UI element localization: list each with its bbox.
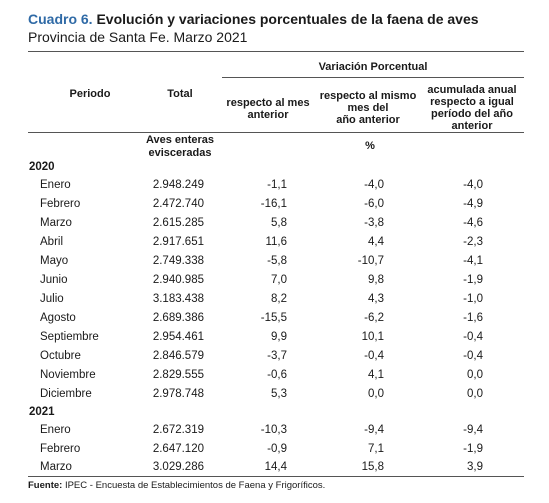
- table-row: Julio 3.183.438 8,2 4,3 -1,0: [40, 293, 483, 305]
- table-number: Cuadro 6.: [28, 11, 93, 27]
- table-row: Marzo 2.615.285 5,8 -3,8 -4,6: [40, 217, 483, 229]
- table-row: Febrero 2.472.740 -16,1 -6,0 -4,9: [40, 198, 483, 210]
- table-row: Enero 2.948.249 -1,1 -4,0 -4,0: [40, 179, 483, 191]
- header-mismo-mes: respecto al mismo mes del año anterior: [319, 90, 417, 126]
- header-variacion: Variación Porcentual: [318, 61, 428, 73]
- year-label: 2020: [29, 161, 55, 173]
- header-total: Total: [167, 88, 193, 100]
- table-row: Marzo 3.029.286 14,4 15,8 3,9: [40, 461, 483, 473]
- unit-percent: %: [365, 140, 375, 152]
- bottom-rule: [28, 476, 524, 477]
- table-row: Octubre 2.846.579 -3,7 -0,4 -0,4: [40, 350, 483, 362]
- header-bottom-rule: [28, 132, 524, 133]
- year-label: 2021: [29, 406, 55, 418]
- variacion-rule: [222, 77, 524, 78]
- unit-total: Aves enteras evisceradas: [145, 134, 215, 159]
- source-label: Fuente:: [28, 480, 63, 491]
- header-acumulada: acumulada anual respecto a igual período…: [427, 84, 517, 132]
- table-row: Abril 2.917.651 11,6 4,4 -2,3: [40, 236, 483, 248]
- table-title-text: Evolución y variaciones porcentuales de …: [96, 11, 479, 27]
- source-text: IPEC - Encuesta de Establecimientos de F…: [64, 480, 326, 491]
- header-periodo: Periodo: [69, 88, 111, 100]
- top-rule: [28, 51, 524, 52]
- table-row: Junio 2.940.985 7,0 9,8 -1,9: [40, 274, 483, 286]
- header-mes-anterior: respecto al mes anterior: [226, 97, 310, 121]
- table-row: Mayo 2.749.338 -5,8 -10,7 -4,1: [40, 255, 483, 267]
- source-note: Fuente: IPEC - Encuesta de Establecimien…: [28, 480, 325, 491]
- table-title: Cuadro 6. Evolución y variaciones porcen…: [28, 11, 479, 27]
- table-row: Agosto 2.689.386 -15,5 -6,2 -1,6: [40, 312, 483, 324]
- table-row: Diciembre 2.978.748 5,3 0,0 0,0: [40, 388, 483, 400]
- table-row: Septiembre 2.954.461 9,9 10,1 -0,4: [40, 331, 483, 343]
- table-subtitle: Provincia de Santa Fe. Marzo 2021: [28, 29, 248, 45]
- table-row: Enero 2.672.319 -10,3 -9,4 -9,4: [40, 424, 483, 436]
- table-row: Febrero 2.647.120 -0,9 7,1 -1,9: [40, 443, 483, 455]
- table-row: Noviembre 2.829.555 -0,6 4,1 0,0: [40, 369, 483, 381]
